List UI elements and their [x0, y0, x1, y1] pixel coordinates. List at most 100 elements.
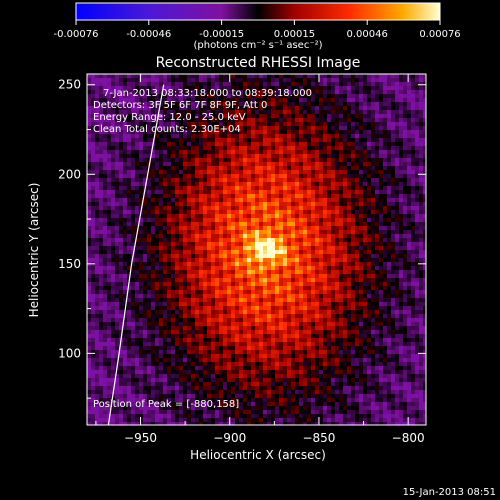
heatmap-cell [187, 246, 191, 250]
heatmap-cell [247, 410, 251, 414]
heatmap-cell [243, 106, 247, 110]
heatmap-cell [263, 254, 267, 258]
heatmap-cell [303, 414, 307, 418]
heatmap-cell [275, 186, 279, 190]
heatmap-cell [159, 410, 163, 414]
heatmap-cell [279, 418, 283, 422]
heatmap-cell [207, 310, 211, 314]
heatmap-cell [175, 154, 179, 158]
heatmap-cell [191, 238, 195, 242]
heatmap-cell [199, 110, 203, 114]
heatmap-cell [203, 210, 207, 214]
heatmap-cell [111, 366, 115, 370]
heatmap-cell [299, 406, 303, 410]
heatmap-cell [163, 402, 167, 406]
heatmap-cell [163, 226, 167, 230]
heatmap-cell [307, 210, 311, 214]
heatmap-cell [187, 306, 191, 310]
heatmap-cell [303, 398, 307, 402]
heatmap-cell [275, 290, 279, 294]
heatmap-cell [275, 226, 279, 230]
heatmap-cell [291, 262, 295, 266]
heatmap-cell [191, 330, 195, 334]
heatmap-cell [191, 74, 195, 78]
heatmap-cell [135, 334, 139, 338]
heatmap-cell [115, 90, 119, 94]
heatmap-cell [95, 374, 99, 378]
heatmap-cell [299, 190, 303, 194]
heatmap-cell [259, 86, 263, 90]
heatmap-cell [275, 242, 279, 246]
heatmap-cell [155, 402, 159, 406]
heatmap-cell [135, 202, 139, 206]
heatmap-cell [195, 362, 199, 366]
heatmap-cell [187, 78, 191, 82]
heatmap-cell [255, 206, 259, 210]
heatmap-cell [119, 418, 123, 422]
heatmap-cell [171, 218, 175, 222]
heatmap-cell [91, 222, 95, 226]
heatmap-cell [219, 198, 223, 202]
heatmap-cell [147, 226, 151, 230]
heatmap-cell [219, 334, 223, 338]
heatmap-cell [259, 118, 263, 122]
heatmap-cell [251, 290, 255, 294]
heatmap-cell [175, 390, 179, 394]
heatmap-cell [191, 334, 195, 338]
heatmap-cell [223, 210, 227, 214]
heatmap-cell [207, 218, 211, 222]
heatmap-cell [155, 342, 159, 346]
heatmap-cell [131, 158, 135, 162]
heatmap-cell [191, 318, 195, 322]
heatmap-cell [151, 350, 155, 354]
heatmap-cell [199, 358, 203, 362]
heatmap-cell [291, 318, 295, 322]
heatmap-cell [291, 410, 295, 414]
heatmap-cell [107, 110, 111, 114]
heatmap-cell [143, 86, 147, 90]
heatmap-cell [163, 358, 167, 362]
heatmap-cell [235, 334, 239, 338]
heatmap-cell [255, 418, 259, 422]
heatmap-cell [207, 138, 211, 142]
heatmap-cell [103, 406, 107, 410]
heatmap-cell [207, 90, 211, 94]
heatmap-cell [179, 294, 183, 298]
heatmap-cell [207, 186, 211, 190]
heatmap-cell [159, 266, 163, 270]
heatmap-cell [151, 406, 155, 410]
heatmap-cell [235, 162, 239, 166]
heatmap-cell [251, 330, 255, 334]
heatmap-cell [151, 250, 155, 254]
heatmap-cell [159, 238, 163, 242]
heatmap-cell [223, 102, 227, 106]
heatmap-cell [255, 114, 259, 118]
heatmap-cell [203, 126, 207, 130]
heatmap-cell [263, 114, 267, 118]
heatmap-cell [279, 98, 283, 102]
heatmap-cell [279, 170, 283, 174]
heatmap-cell [283, 310, 287, 314]
heatmap-cell [143, 234, 147, 238]
heatmap-cell [199, 254, 203, 258]
heatmap-cell [287, 346, 291, 350]
heatmap-cell [191, 266, 195, 270]
heatmap-cell [95, 286, 99, 290]
heatmap-cell [239, 378, 243, 382]
heatmap-cell [223, 146, 227, 150]
heatmap-cell [199, 138, 203, 142]
heatmap-cell [95, 114, 99, 118]
heatmap-cell [299, 94, 303, 98]
heatmap-cell [251, 206, 255, 210]
heatmap-cell [223, 122, 227, 126]
heatmap-cell [251, 94, 255, 98]
heatmap-cell [267, 334, 271, 338]
heatmap-cell [119, 326, 123, 330]
heatmap-cell [183, 378, 187, 382]
heatmap-cell [143, 342, 147, 346]
heatmap-cell [291, 346, 295, 350]
heatmap-cell [199, 238, 203, 242]
heatmap-cell [127, 418, 131, 422]
heatmap-cell [203, 302, 207, 306]
heatmap-cell [155, 162, 159, 166]
